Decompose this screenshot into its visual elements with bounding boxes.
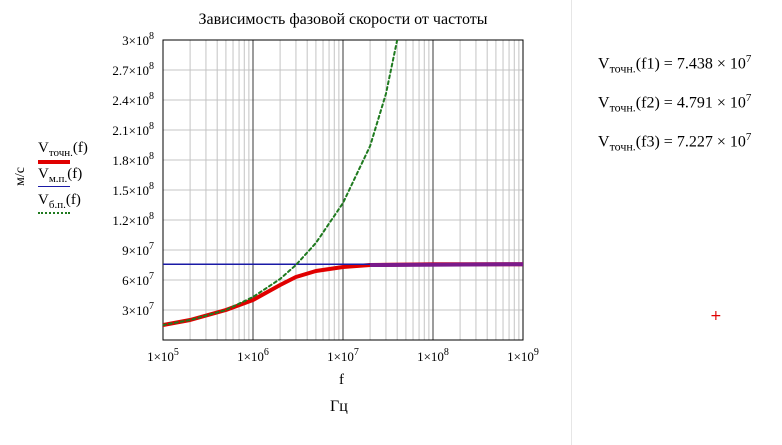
legend-label: Vб.п.(f) xyxy=(38,192,81,211)
series-overlap-segment xyxy=(370,262,524,267)
x-tick-label: 1×108 xyxy=(417,347,449,364)
results-panel: Vточн.(f1) = 7.438 × 107 Vточн.(f2) = 4.… xyxy=(598,53,751,170)
legend-item-v-mp: Vм.п.(f) xyxy=(38,166,88,192)
y-tick-label: 6×107 xyxy=(122,271,154,288)
y-tick-label: 1.5×108 xyxy=(112,181,154,198)
page-divider xyxy=(571,0,572,445)
y-tick-label: 2.1×108 xyxy=(112,121,154,138)
chart-legend: Vточн.(f) Vм.п.(f) Vб.п.(f) xyxy=(38,140,88,218)
y-tick-label: 2.4×108 xyxy=(112,91,154,108)
plot-frame xyxy=(162,39,524,341)
chart-title: Зависимость фазовой скорости от частоты xyxy=(198,11,488,28)
x-tick-label: 1×109 xyxy=(507,347,539,364)
legend-item-v-exact: Vточн.(f) xyxy=(38,140,88,166)
legend-label: Vточн.(f) xyxy=(38,140,88,159)
result-line-f3[interactable]: Vточн.(f3) = 7.227 × 107 xyxy=(598,131,752,154)
y-axis-unit-label: м/с xyxy=(13,167,28,186)
x-tick-label: 1×106 xyxy=(237,347,269,364)
x-axis-unit-label: Гц xyxy=(330,398,348,415)
x-tick-label: 1×105 xyxy=(147,347,179,364)
legend-swatch-blue xyxy=(38,186,70,187)
y-tick-label: 2.7×108 xyxy=(112,61,154,78)
y-tick-label: 3×108 xyxy=(122,31,154,48)
x-tick-label: 1×107 xyxy=(327,347,359,364)
y-tick-label: 1.8×108 xyxy=(112,151,154,168)
legend-item-v-bp: Vб.п.(f) xyxy=(38,192,88,218)
insertion-cursor-cross-icon[interactable]: + xyxy=(710,308,722,324)
legend-swatch-thick-red xyxy=(38,160,70,164)
legend-label: Vм.п.(f) xyxy=(38,166,83,185)
series-line-dotted xyxy=(163,40,399,326)
legend-swatch-green-dotted xyxy=(38,212,70,214)
y-tick-label: 1.2×108 xyxy=(112,211,154,228)
y-tick-label: 9×107 xyxy=(122,241,154,258)
y-tick-label: 3×107 xyxy=(122,301,154,318)
result-line-f2[interactable]: Vточн.(f2) = 4.791 × 107 xyxy=(598,92,752,115)
result-line-f1[interactable]: Vточн.(f1) = 7.438 × 107 xyxy=(598,53,752,76)
x-axis-variable-label: f xyxy=(339,372,344,388)
